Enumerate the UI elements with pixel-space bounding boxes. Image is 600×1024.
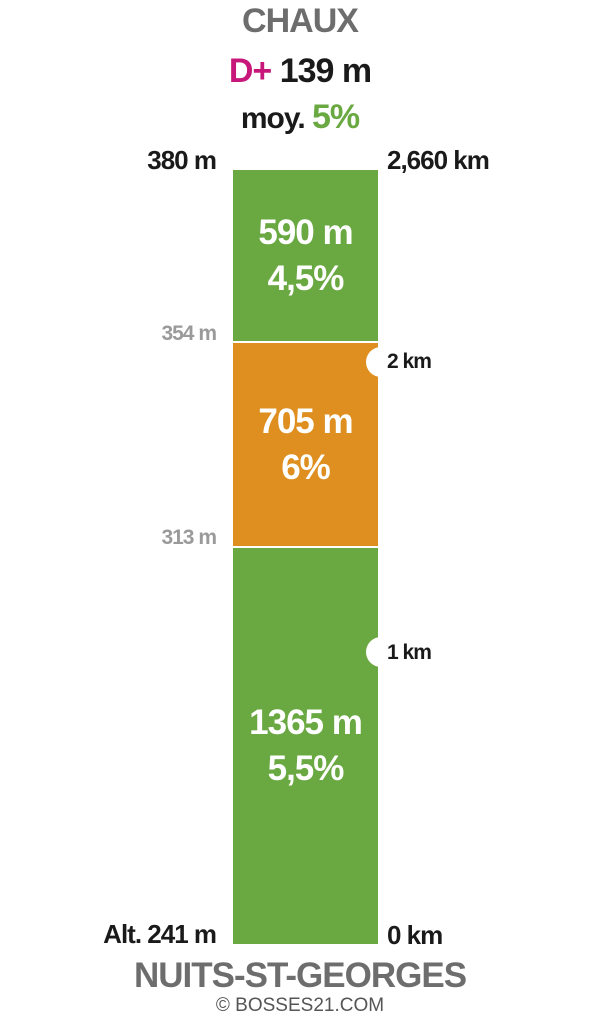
segment-2 bbox=[233, 342, 378, 547]
altitude-mid-upper: 354 m bbox=[161, 322, 217, 345]
distance-km2: 2 km bbox=[387, 350, 432, 373]
elevation-gain: D+ 139 m bbox=[0, 54, 600, 88]
distance-km1: 1 km bbox=[387, 641, 432, 664]
altitude-mid-lower: 313 m bbox=[161, 526, 217, 549]
segment-3-length: 590 m bbox=[258, 213, 353, 252]
km-notch-2 bbox=[366, 347, 396, 377]
segment-1 bbox=[233, 547, 378, 944]
average-grade: moy. 5% bbox=[0, 100, 600, 134]
km-notch-1 bbox=[366, 637, 396, 667]
elevation-gain-value: 139 m bbox=[279, 52, 372, 90]
segment-3-label: 590 m 4,5% bbox=[233, 210, 378, 302]
profile-bar: 1365 m 5,5% 705 m 6% 590 m 4,5% bbox=[233, 170, 378, 944]
segment-2-length: 705 m bbox=[258, 401, 353, 441]
distance-total: 2,660 km bbox=[387, 145, 490, 175]
segment-3 bbox=[233, 170, 378, 342]
segment-divider bbox=[233, 341, 378, 343]
distance-start: 0 km bbox=[387, 920, 443, 950]
start-name: NUITS-ST-GEORGES bbox=[133, 956, 467, 995]
segment-1-grade: 5,5% bbox=[267, 748, 345, 788]
elevation-gain-prefix: D+ bbox=[228, 52, 272, 90]
segment-1-length: 1365 m bbox=[249, 702, 363, 742]
altitude-bottom: Alt. 241 m bbox=[103, 919, 217, 949]
segment-1-label: 1365 m 5,5% bbox=[233, 700, 378, 792]
segment-2-grade: 6% bbox=[281, 447, 331, 487]
average-grade-prefix: moy. bbox=[240, 102, 306, 135]
average-grade-value: 5% bbox=[312, 98, 360, 136]
summit-name: CHAUX bbox=[242, 2, 359, 40]
segment-divider bbox=[233, 546, 378, 548]
segment-3-grade: 4,5% bbox=[267, 259, 345, 298]
credit: © BOSSES21.COM bbox=[215, 995, 385, 1016]
altitude-top: 380 m bbox=[147, 145, 217, 175]
segment-2-label: 705 m 6% bbox=[233, 399, 378, 491]
